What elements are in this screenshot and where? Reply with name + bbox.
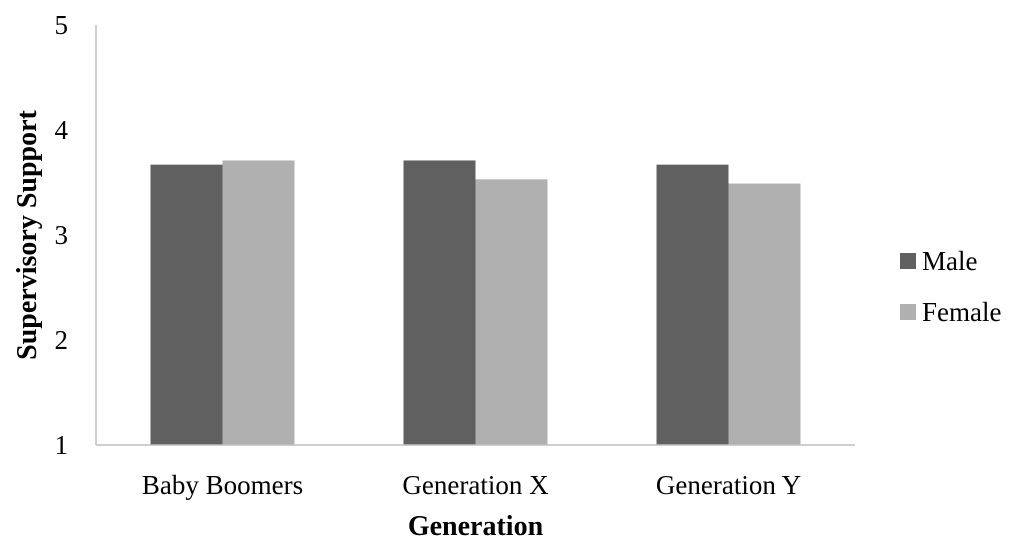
bar-female-generation-y: [728, 183, 801, 446]
x-axis-tick-labels: Baby Boomers Generation X Generation Y: [142, 470, 801, 500]
y-tick-label: 4: [55, 115, 69, 145]
bar-male-generation-x: [403, 160, 476, 445]
bar-female-baby-boomers: [222, 160, 295, 445]
legend-swatch-female: [900, 304, 916, 320]
y-axis-ticks: 1 2 3 4 5: [55, 10, 69, 460]
bar-female-generation-x: [475, 179, 548, 445]
y-tick-label: 1: [55, 430, 69, 460]
bars: [150, 160, 801, 446]
x-axis-title: Generation: [408, 511, 544, 541]
y-tick-label: 5: [55, 10, 69, 40]
bar-male-generation-y: [656, 164, 729, 445]
legend: Male Female: [900, 246, 1001, 327]
bar-male-baby-boomers: [150, 164, 223, 445]
x-tick-label: Baby Boomers: [142, 470, 303, 500]
y-tick-label: 2: [55, 325, 69, 355]
y-tick-label: 3: [55, 220, 69, 250]
legend-label-female: Female: [922, 297, 1001, 327]
x-tick-label: Generation X: [402, 470, 549, 500]
legend-swatch-male: [900, 253, 916, 269]
y-axis-title: Supervisory Support: [12, 109, 43, 359]
legend-label-male: Male: [922, 246, 977, 276]
x-tick-label: Generation Y: [656, 470, 801, 500]
